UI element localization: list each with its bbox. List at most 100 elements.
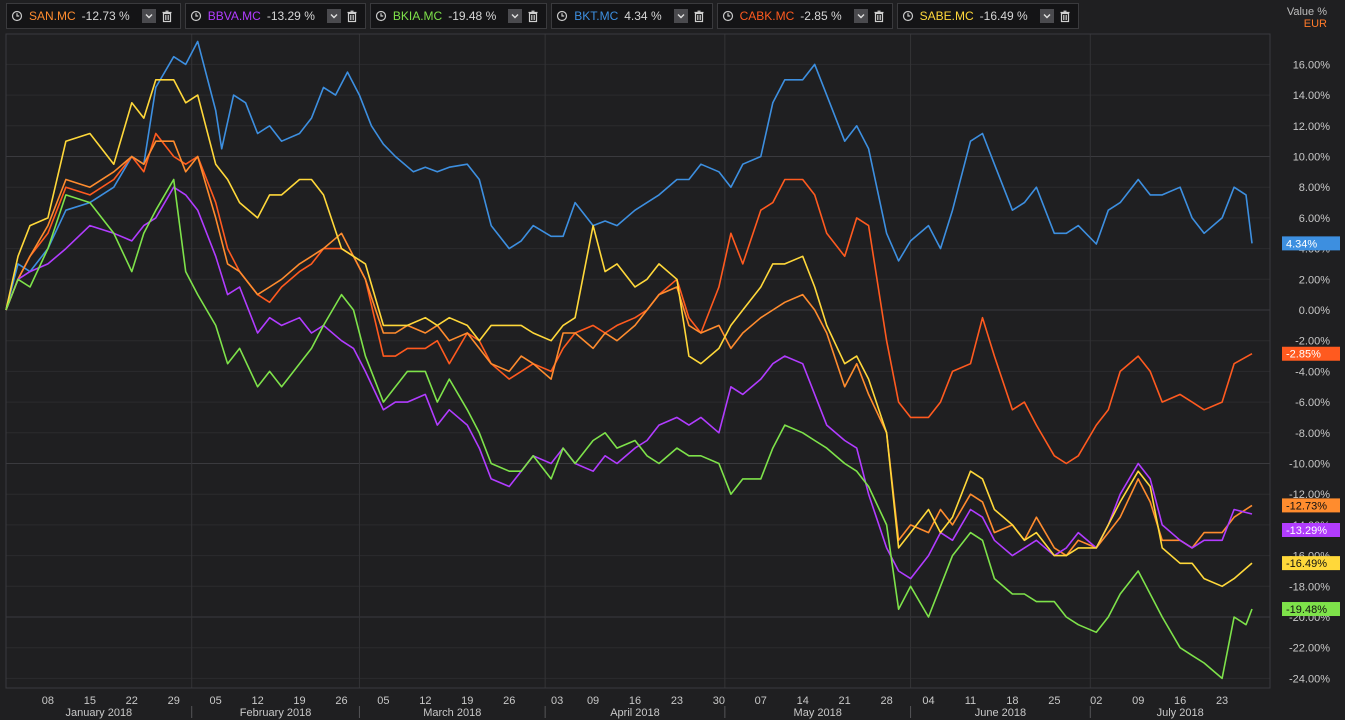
trash-icon[interactable] xyxy=(872,9,886,23)
last-value-tag-label: 4.34% xyxy=(1286,238,1317,250)
trash-icon[interactable] xyxy=(160,9,174,23)
legend-symbol: BKIA.MC xyxy=(392,9,443,23)
plot-frame xyxy=(5,33,1271,689)
x-tick-label: 02 xyxy=(1090,695,1102,707)
x-tick-label: 07 xyxy=(755,695,767,707)
clock-icon[interactable] xyxy=(375,10,387,22)
x-tick-label: 23 xyxy=(1216,695,1228,707)
last-value-tag-bg xyxy=(1282,346,1340,361)
series-line-cabk-mc xyxy=(5,132,1253,465)
y-tick-label: -22.00% xyxy=(1289,643,1330,655)
y-tick-label: -18.00% xyxy=(1289,581,1330,593)
legend-change: -13.29 % xyxy=(266,9,315,23)
y-tick-label: -4.00% xyxy=(1295,366,1330,378)
x-tick-label: 26 xyxy=(503,695,515,707)
month-label: May 2018 xyxy=(794,707,842,719)
y-tick-label: 0.00% xyxy=(1299,305,1330,317)
x-tick-label: 18 xyxy=(1006,695,1018,707)
clock-icon[interactable] xyxy=(556,10,568,22)
x-tick-label: 09 xyxy=(587,695,599,707)
last-value-tag-label: -13.29% xyxy=(1286,525,1327,537)
last-value-tag-label: -12.73% xyxy=(1286,500,1327,512)
last-value-tag-label: -2.85% xyxy=(1286,349,1321,361)
y-tick-label: 10.00% xyxy=(1293,152,1331,164)
y-tick-label: 16.00% xyxy=(1293,59,1331,71)
clock-icon[interactable] xyxy=(11,10,23,22)
clock-icon[interactable] xyxy=(722,10,734,22)
x-tick-label: 21 xyxy=(839,695,851,707)
y-tick-label: -24.00% xyxy=(1289,673,1330,685)
legend-symbol: BBVA.MC xyxy=(207,9,261,23)
legend-bar: SAN.MC -12.73 % BBVA.MC -13.29 % BKIA.MC… xyxy=(0,0,1345,32)
trash-icon[interactable] xyxy=(345,9,359,23)
series-line-bbva-mc xyxy=(5,186,1253,580)
y-tick-label: 14.00% xyxy=(1293,90,1331,102)
legend-symbol: BKT.MC xyxy=(574,9,619,23)
legend-item-bkt[interactable]: BKT.MC 4.34 % xyxy=(551,3,713,29)
axis-units-label: Value % xyxy=(1286,6,1327,18)
last-value-tag: -16.49% xyxy=(1282,556,1340,571)
trash-icon[interactable] xyxy=(526,9,540,23)
legend-item-bbva[interactable]: BBVA.MC -13.29 % xyxy=(184,3,366,29)
x-tick-label: 25 xyxy=(1048,695,1060,707)
y-tick-label: -2.00% xyxy=(1295,336,1330,348)
legend-symbol: SABE.MC xyxy=(919,9,974,23)
last-value-tag: 4.34% xyxy=(1282,236,1340,251)
month-label: April 2018 xyxy=(610,707,660,719)
trash-icon[interactable] xyxy=(692,9,706,23)
x-tick-label: 05 xyxy=(210,695,222,707)
legend-symbol: CABK.MC xyxy=(739,9,795,23)
x-tick-label: 19 xyxy=(293,695,305,707)
chevron-down-icon[interactable] xyxy=(326,9,341,23)
x-tick-label: 28 xyxy=(880,695,892,707)
x-tick-label: 11 xyxy=(965,695,976,707)
clock-icon[interactable] xyxy=(902,10,914,22)
chevron-down-icon[interactable] xyxy=(141,9,156,23)
x-tick-label: 05 xyxy=(377,695,389,707)
y-tick-label: -6.00% xyxy=(1295,397,1330,409)
month-label: June 2018 xyxy=(975,707,1026,719)
last-value-tag: -12.73% xyxy=(1282,498,1340,513)
last-value-tag-bg xyxy=(1282,556,1340,571)
x-tick-label: 14 xyxy=(797,695,809,707)
last-value-tag-label: -19.48% xyxy=(1286,604,1327,616)
x-tick-label: 16 xyxy=(629,695,641,707)
legend-item-sabe[interactable]: SABE.MC -16.49 % xyxy=(896,3,1079,29)
legend-symbol: SAN.MC xyxy=(29,9,76,23)
y-tick-label: 8.00% xyxy=(1299,182,1330,194)
y-tick-label: -8.00% xyxy=(1295,428,1330,440)
x-tick-label: 22 xyxy=(126,695,138,707)
last-value-tag: -2.85% xyxy=(1282,346,1340,361)
chevron-down-icon[interactable] xyxy=(508,9,523,23)
x-tick-label: 16 xyxy=(1174,695,1186,707)
x-tick-label: 29 xyxy=(168,695,180,707)
last-value-tag: -13.29% xyxy=(1282,523,1340,538)
chevron-down-icon[interactable] xyxy=(673,9,688,23)
last-value-tag-bg xyxy=(1282,498,1340,513)
clock-icon[interactable] xyxy=(190,10,202,22)
chevron-down-icon[interactable] xyxy=(1039,9,1054,23)
month-label: February 2018 xyxy=(240,707,312,719)
month-label: January 2018 xyxy=(66,707,133,719)
month-label: July 2018 xyxy=(1157,707,1204,719)
series-line-san-mc xyxy=(5,140,1253,557)
x-tick-label: 19 xyxy=(461,695,473,707)
legend-item-bkia[interactable]: BKIA.MC -19.48 % xyxy=(369,3,548,29)
x-tick-label: 12 xyxy=(251,695,263,707)
legend-item-san[interactable]: SAN.MC -12.73 % xyxy=(6,3,181,29)
chevron-down-icon[interactable] xyxy=(853,9,868,23)
x-tick-label: 12 xyxy=(419,695,431,707)
y-tick-label: 2.00% xyxy=(1299,274,1330,286)
legend-change: -16.49 % xyxy=(979,9,1028,23)
y-tick-label: 6.00% xyxy=(1299,213,1330,225)
legend-change: 4.34 % xyxy=(624,9,662,23)
legend-item-cabk[interactable]: CABK.MC -2.85 % xyxy=(716,3,893,29)
last-value-tag-bg xyxy=(1282,523,1340,538)
trash-icon[interactable] xyxy=(1058,9,1072,23)
last-value-tag: -19.48% xyxy=(1282,602,1340,617)
series-line-sabe-mc xyxy=(5,79,1253,588)
x-tick-label: 30 xyxy=(713,695,725,707)
legend-change: -12.73 % xyxy=(81,9,130,23)
